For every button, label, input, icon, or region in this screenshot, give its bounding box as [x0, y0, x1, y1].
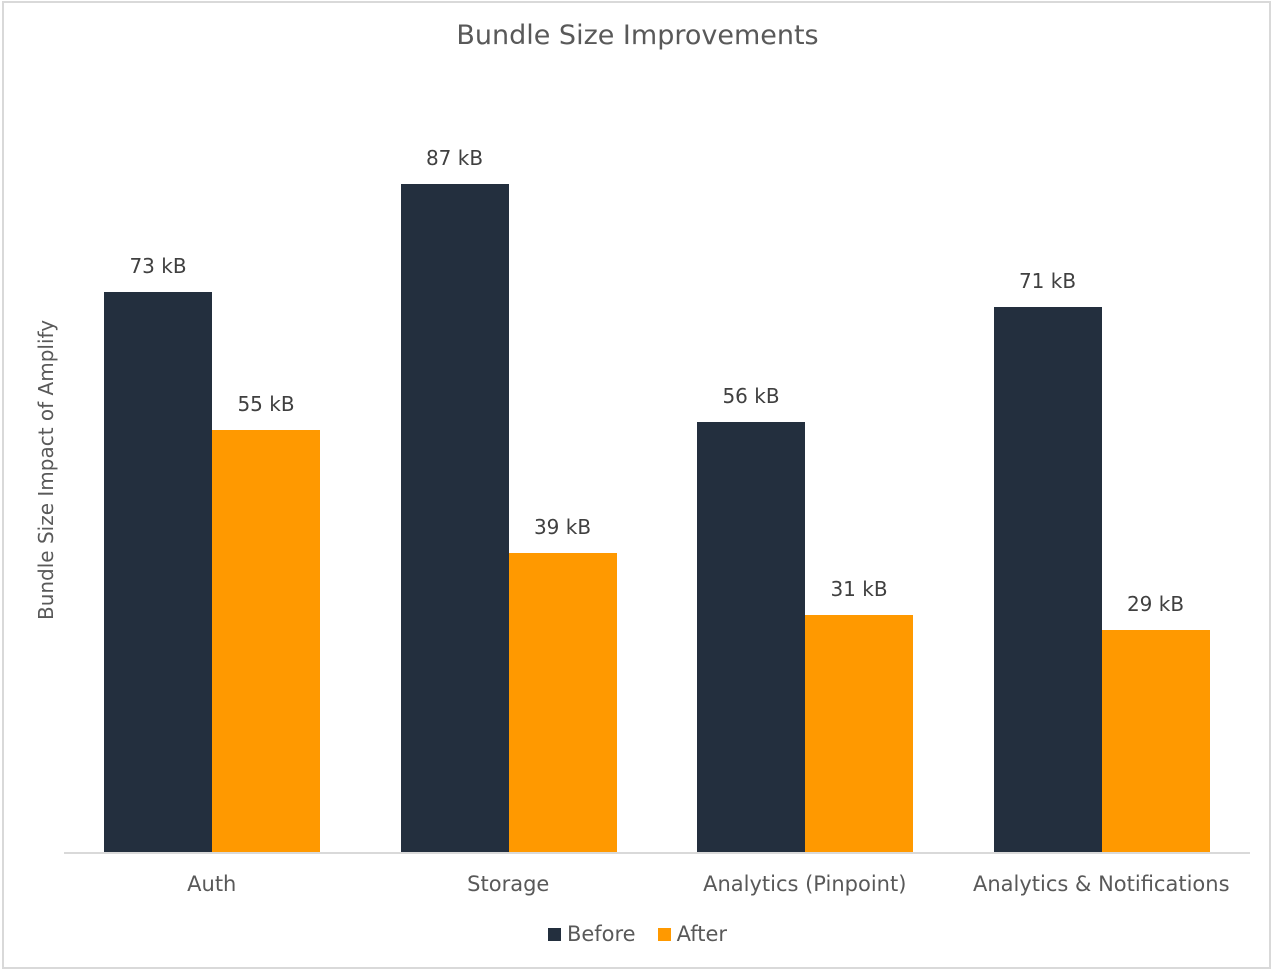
bar-after-0 [212, 430, 320, 853]
x-tick-label: Auth [187, 872, 237, 896]
data-label: 71 kB [1018, 269, 1077, 294]
bar-before-2 [697, 422, 805, 853]
data-label: 73 kB [129, 253, 187, 278]
bar-after-2 [805, 614, 913, 853]
legend-swatch-before [547, 927, 561, 941]
y-axis-label: Bundle Size Impact of Amplify [34, 319, 58, 621]
legend: Before After [0, 922, 1275, 946]
legend-swatch-after [657, 927, 671, 941]
data-label: 39 kB [533, 515, 592, 540]
data-label: 29 kB [1126, 592, 1185, 616]
x-tick-label: Storage [467, 872, 550, 896]
plot-area: 73 kB 55 kB 87 kB 39 kB 56 kB 31 kB 71 kB 29 kB [64, 100, 1250, 853]
bar-after-1 [508, 553, 617, 853]
data-label: 87 kB [425, 146, 484, 170]
x-tick-label: Analytics (Pinpoint) [703, 872, 907, 896]
x-axis-line [64, 852, 1250, 854]
bar-before-0 [104, 291, 212, 853]
data-label: 56 kB [722, 384, 780, 409]
bar-after-3 [1101, 630, 1210, 853]
x-tick-label: Analytics & Notifications [972, 872, 1230, 896]
legend-label-before: Before [566, 922, 636, 946]
chart-title: Bundle Size Improvements [456, 20, 819, 51]
legend-item-before[interactable]: Before [547, 922, 636, 946]
data-label: 31 kB [830, 576, 888, 601]
bar-before-3 [993, 307, 1102, 853]
bar-before-1 [400, 184, 509, 853]
legend-label-after: After [676, 922, 728, 946]
legend-item-after[interactable]: After [657, 922, 728, 946]
data-label: 55 kB [237, 392, 295, 417]
